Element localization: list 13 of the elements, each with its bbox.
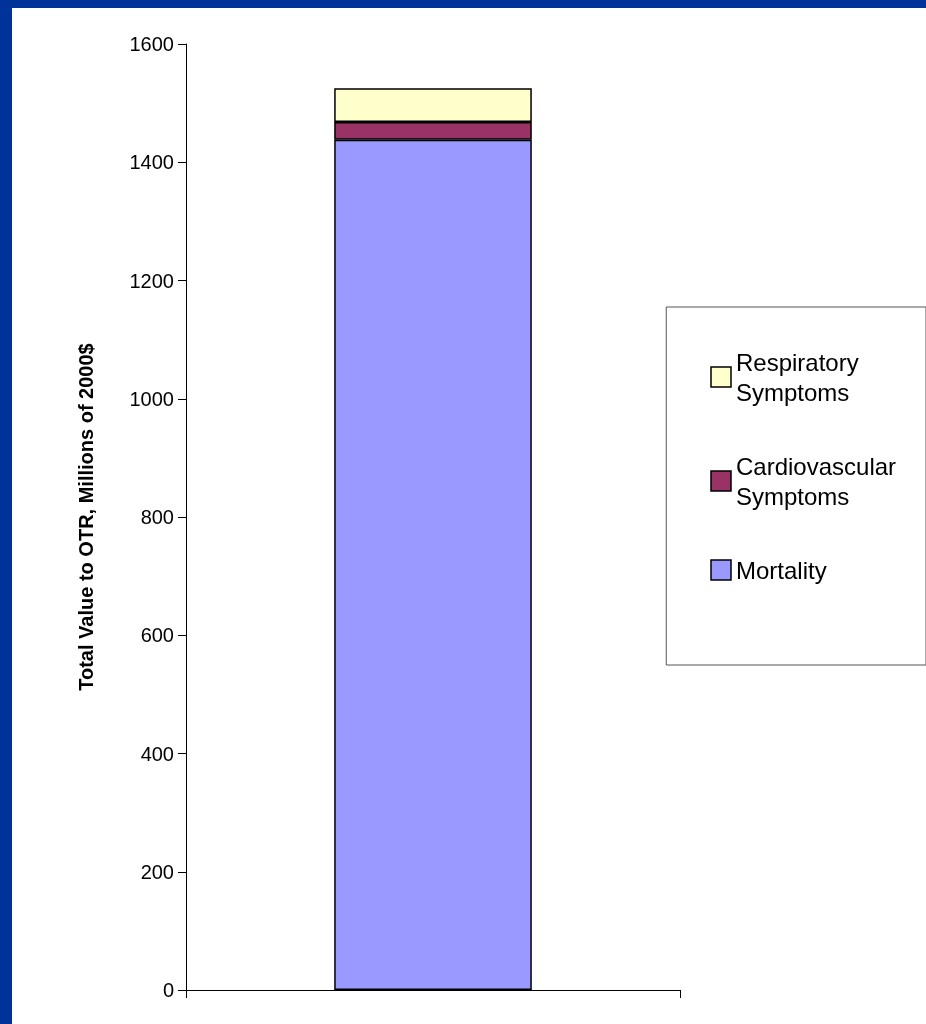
y-tick-label: 200 bbox=[140, 860, 174, 883]
y-tick-label: 1200 bbox=[129, 269, 174, 292]
legend-label: Mortality bbox=[736, 556, 827, 584]
y-tick-label: 400 bbox=[140, 742, 174, 765]
y-tick-label: 1000 bbox=[129, 387, 174, 410]
legend-label: Cardiovascular Symptoms bbox=[736, 452, 903, 510]
y-tick-label: 0 bbox=[162, 979, 174, 1001]
y-axis-title: Total Value to OTR, Millions of 2000$ bbox=[75, 343, 97, 691]
legend-label: Respiratory Symptoms bbox=[736, 348, 866, 406]
y-tick-label: 600 bbox=[140, 624, 174, 647]
y-tick-label: 800 bbox=[140, 506, 174, 528]
y-tick-label: 1400 bbox=[129, 151, 174, 174]
y-tick-label: 1600 bbox=[129, 33, 174, 55]
